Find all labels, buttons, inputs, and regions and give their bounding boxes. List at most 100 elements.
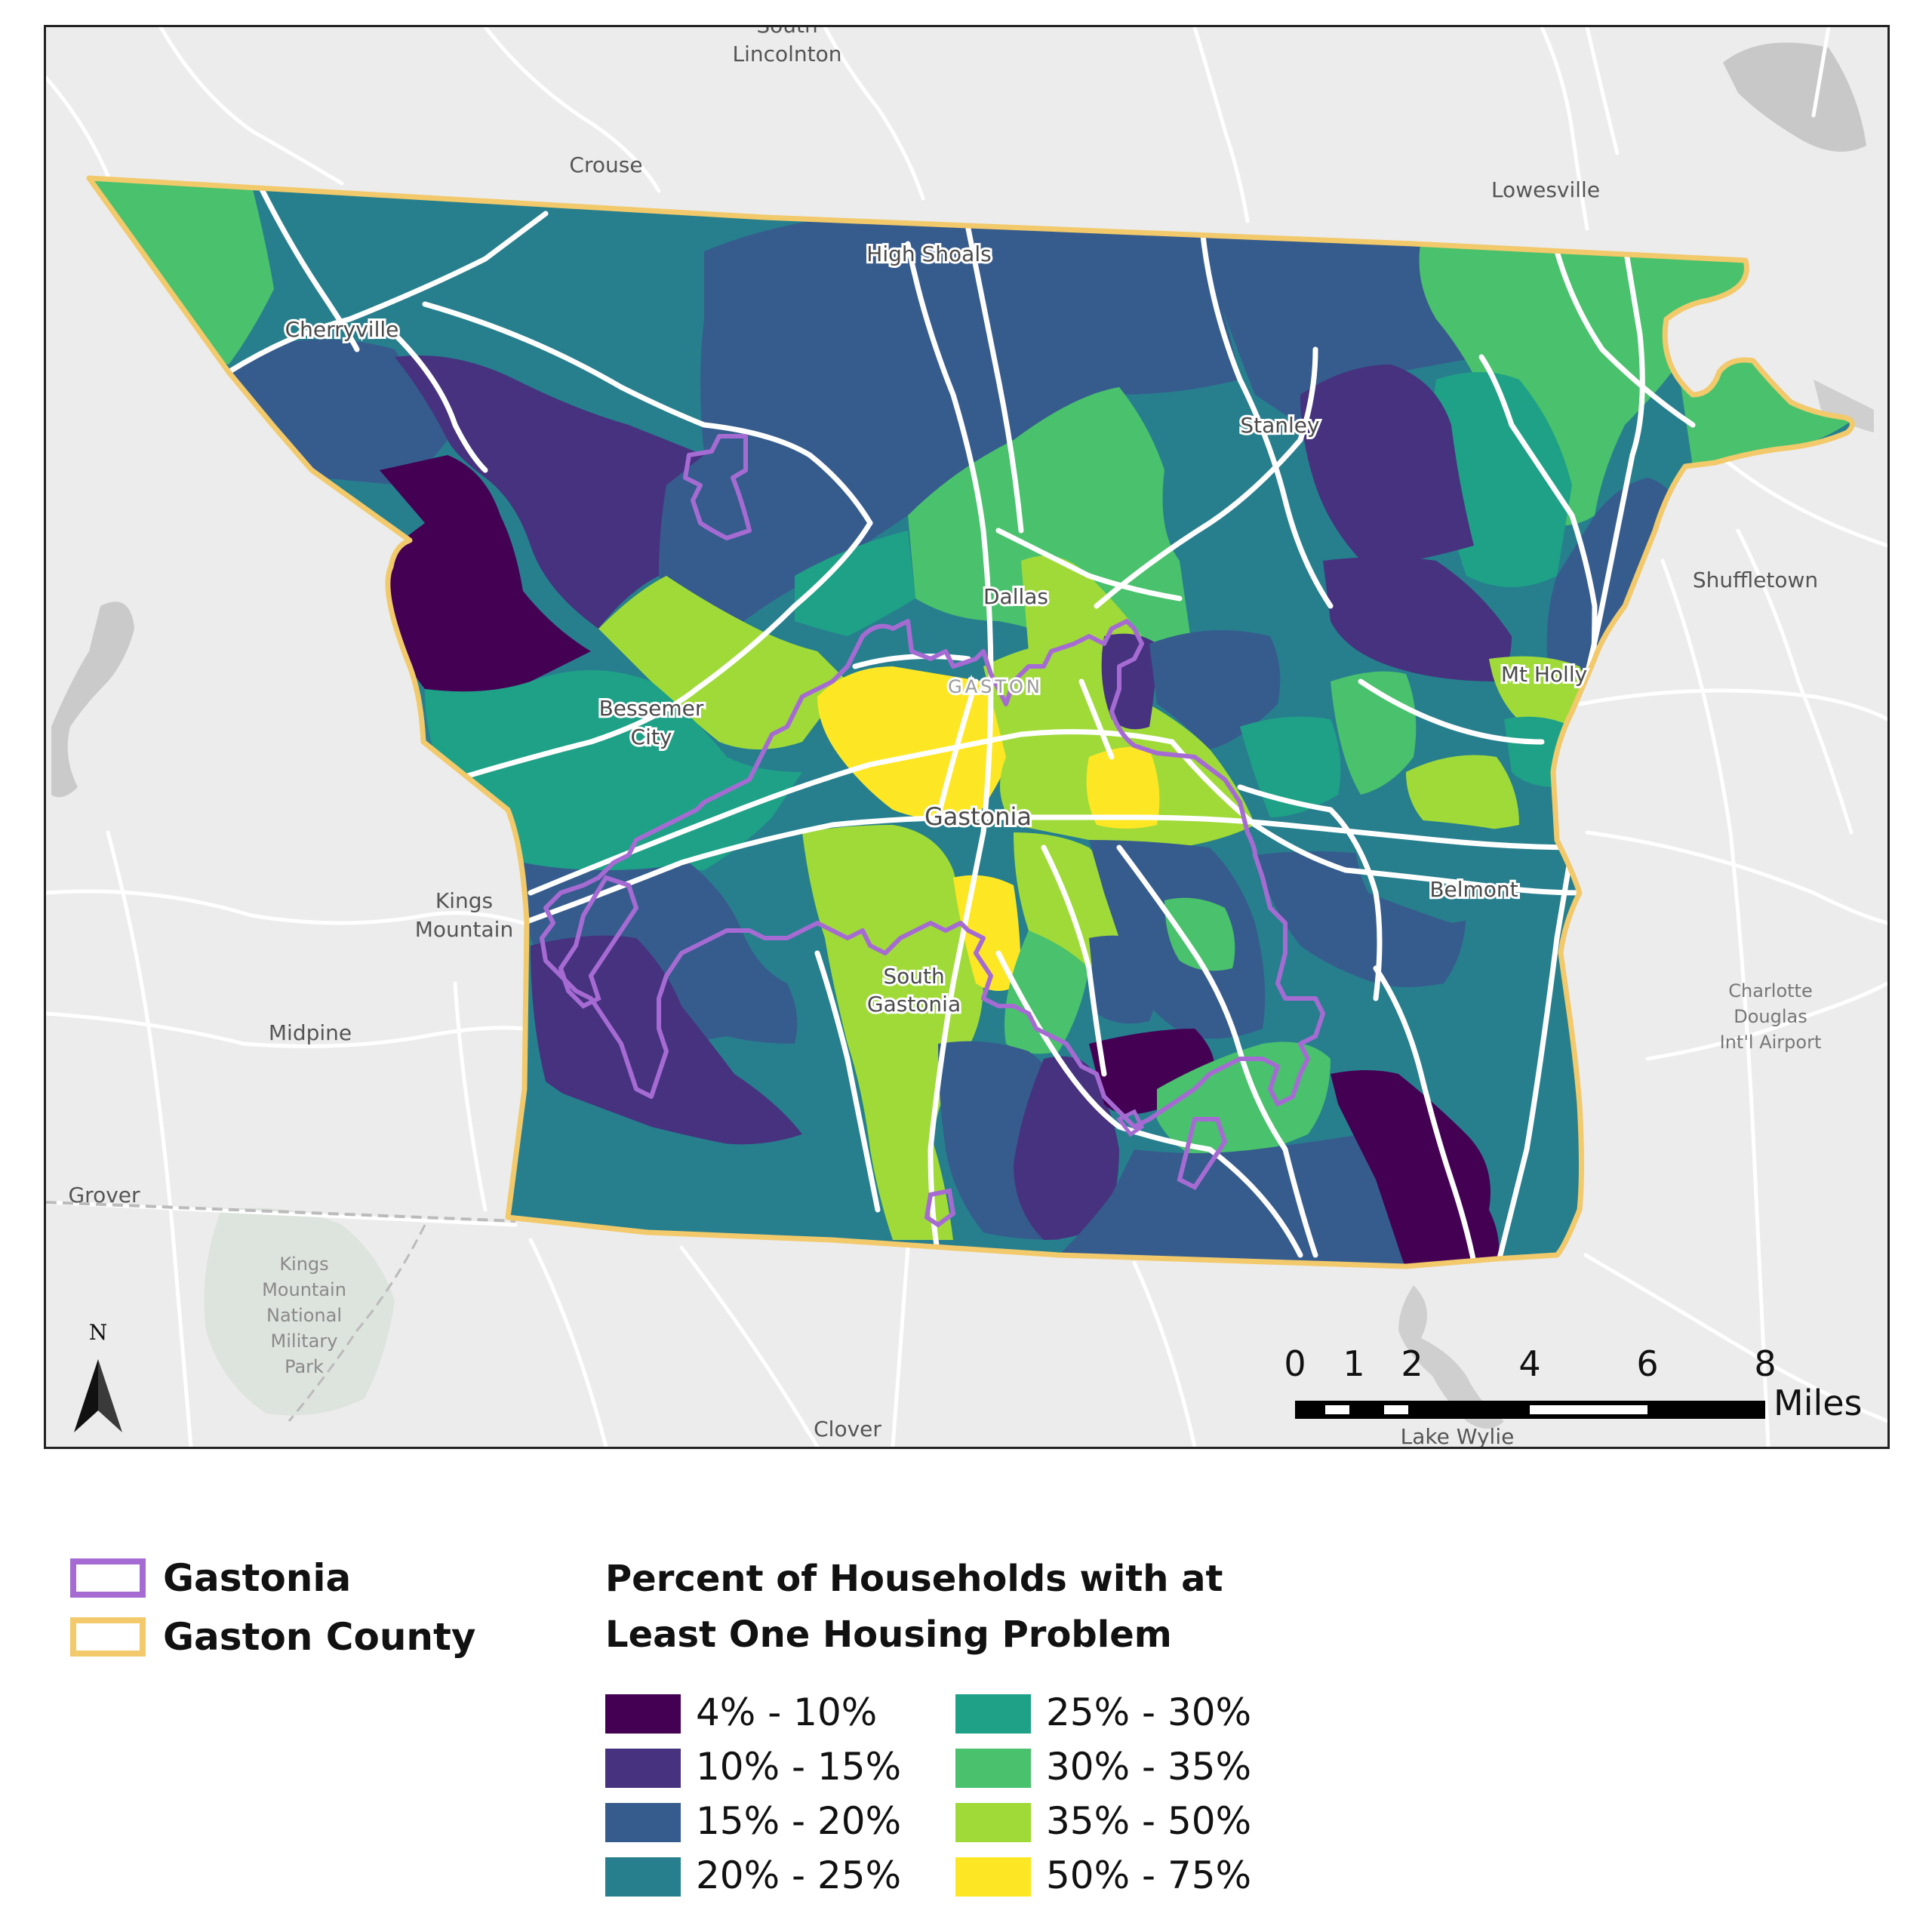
tract-15-20[interactable] [1089,935,1157,1024]
legend-class-label: 35% - 50% [1046,1799,1252,1843]
place-label: Lowesville [1491,177,1600,202]
scale-tick-label: 4 [1518,1343,1540,1384]
tract-50-75[interactable] [1086,746,1160,829]
place-label: Int'l Airport [1720,1032,1822,1053]
legend-title-line1: Percent of Households with at [605,1558,1223,1600]
north-arrow: N [74,1320,122,1432]
tract-10-15[interactable] [1300,365,1474,568]
legend-title-line2: Least One Housing Problem [605,1614,1172,1656]
tract-15-20[interactable] [1149,630,1281,749]
place-label: Crouse [569,152,642,177]
tract-30-35[interactable] [1164,897,1235,971]
place-label: Charlotte [1728,980,1812,1001]
tract-10-15[interactable] [1323,557,1512,681]
tract-30-35[interactable] [1419,240,1754,526]
map-frame[interactable]: South Lincolnton Crouse Lowesville High … [44,25,1890,1449]
legend-swatch-30-35 [955,1749,1031,1788]
place-label: Park [285,1356,324,1377]
scale-tick-label: 0 [1284,1343,1306,1384]
legend-swatch-20-25 [605,1857,681,1897]
tract-35-50[interactable] [1406,755,1519,833]
legend-class-label: 4% - 10% [696,1690,878,1734]
legend-swatch-4-10 [605,1694,681,1734]
north-arrow-icon [98,1359,122,1432]
tract-35-50[interactable] [983,642,1255,848]
tract-50-75[interactable] [817,666,1014,820]
place-label: Military [271,1331,338,1352]
place-label: Grover [68,1183,140,1208]
place-label: National [266,1305,342,1326]
tract-25-30[interactable] [425,670,802,878]
water-body [1814,380,1874,432]
choropleth-tracts [78,176,1853,1270]
scale-tick-label: 1 [1343,1343,1364,1384]
legend-swatch-50-75 [955,1857,1031,1897]
legend-class-label: 25% - 30% [1046,1690,1252,1734]
tract-20-25[interactable] [1466,983,1580,1255]
water-body [51,601,134,798]
tract-30-35[interactable] [78,176,274,365]
tract-25-30[interactable] [795,531,915,636]
map-canvas[interactable]: South Lincolnton Crouse Lowesville High … [46,27,1887,1447]
place-label: South [883,964,944,989]
gaston-county-boundary[interactable] [86,175,1855,1269]
legend-swatch-15-20 [605,1803,681,1842]
scale-bar-segment [1384,1405,1408,1414]
place-label: South [756,27,817,38]
scale-tick-label: 6 [1636,1343,1658,1384]
tract-15-20[interactable] [659,217,1240,629]
water-body [1723,42,1866,152]
gastonia-city-boundary[interactable] [1177,1117,1228,1190]
legend-label-gaston-county: Gaston County [163,1615,476,1659]
tract-30-35[interactable] [1157,1041,1331,1165]
gastonia-city-boundary[interactable] [540,434,1325,1129]
tract-10-15[interactable] [395,355,704,629]
tract-35-50[interactable] [893,1104,953,1240]
place-labels: South Lincolnton Crouse Lowesville High … [68,27,1821,1447]
place-label: Midpine [269,1020,352,1045]
legend-label-gastonia: Gastonia [163,1556,352,1600]
place-label: Dallas [983,584,1048,609]
legend-swatch-25-30 [955,1694,1031,1734]
gastonia-city-boundary[interactable] [1116,1109,1145,1137]
place-label: GASTON [948,676,1043,697]
place-label: Gastonia [867,992,961,1017]
north-arrow-icon [74,1359,98,1432]
legend-class-label: 15% - 20% [696,1799,902,1843]
tract-30-35[interactable] [1004,931,1089,1054]
tract-30-35[interactable] [908,387,1195,666]
place-label: Shuffletown [1693,568,1818,592]
place-label: Belmont [1429,877,1518,902]
gaston-county-legend-symbol [70,1617,146,1657]
county-boundary-line [288,1224,426,1422]
state-boundary-line [46,1201,516,1223]
tract-4-10[interactable] [1331,1070,1500,1270]
tract-35-50[interactable] [1489,656,1590,731]
tract-20-25[interactable] [531,1081,870,1240]
tract-30-35[interactable] [1678,361,1851,466]
scale-bar-segment [1530,1405,1647,1414]
scale-bar-segment [1325,1405,1349,1414]
gastonia-city-boundary[interactable] [924,1188,956,1228]
gastonia-city-boundary[interactable] [558,875,639,1009]
place-label: Kings [435,888,493,913]
basemap-roads [46,27,1887,1447]
place-label: Lake Wylie [1401,1424,1515,1447]
tract-15-20[interactable] [1195,229,1481,425]
tract-10-15[interactable] [531,935,802,1145]
park-area [204,1208,395,1416]
gastonia-legend-symbol [70,1558,146,1598]
legend-class-label: 50% - 75% [1046,1854,1252,1897]
water-body [1398,1285,1504,1429]
place-label: Bessemer [599,696,704,721]
tract-35-50[interactable] [598,576,848,749]
tract-4-10[interactable] [380,455,591,692]
place-label: Cherryville [285,317,399,342]
scale-unit-label: Miles [1774,1383,1863,1423]
tract-15-20[interactable] [1059,1134,1406,1270]
scale-tick-label: 2 [1401,1343,1423,1384]
scale-bar: 0 1 2 4 6 8 Miles [1284,1343,1862,1423]
tract-15-20[interactable] [229,339,448,485]
place-label: Clover [814,1417,881,1441]
tract-25-30[interactable] [1240,716,1341,817]
